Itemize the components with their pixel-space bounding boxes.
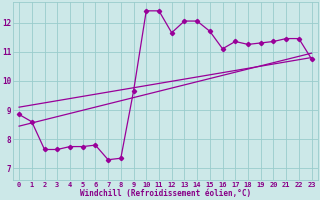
X-axis label: Windchill (Refroidissement éolien,°C): Windchill (Refroidissement éolien,°C): [80, 189, 251, 198]
